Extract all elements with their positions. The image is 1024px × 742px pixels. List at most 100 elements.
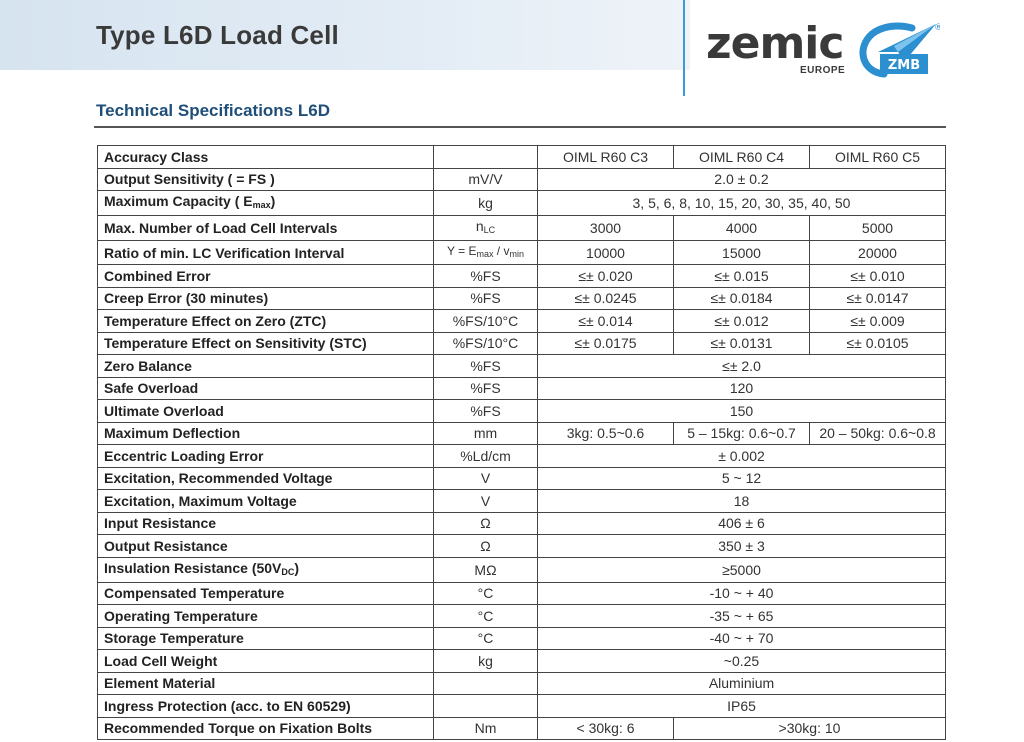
param-cell: Maximum Deflection — [97, 421, 434, 445]
accuracy-class-cell: OIML R60 C5 — [809, 145, 946, 169]
value-text: IP65 — [727, 697, 756, 714]
param-label: Ultimate Overload — [104, 402, 224, 419]
value-cell: ≤± 0.0147 — [809, 286, 946, 310]
unit-subscript: max — [476, 249, 494, 259]
param-label: Operating Temperature — [104, 607, 258, 624]
value-text: ≤± 0.015 — [714, 267, 769, 284]
unit-label: Ω — [480, 515, 491, 532]
unit-label: %FS/10°C — [452, 335, 519, 352]
value-cell: ≤± 0.0131 — [673, 331, 810, 355]
value-cell: 15000 — [673, 240, 810, 265]
unit-label: °C — [477, 630, 494, 647]
param-cell: Creep Error (30 minutes) — [97, 286, 434, 310]
param-subscript: max — [252, 200, 271, 210]
value-cell: IP65 — [537, 694, 946, 718]
value-cell: ≥5000 — [537, 556, 946, 583]
value-text: 5000 — [861, 220, 894, 236]
value-text: ≤± 0.0147 — [846, 290, 909, 307]
table-row: Element Material Aluminium — [97, 671, 946, 695]
param-label: Insulation Resistance (50V — [104, 559, 282, 576]
value-text: ≤± 0.0245 — [574, 290, 637, 307]
value-text: Aluminium — [708, 675, 775, 692]
value-text: ≤± 0.0105 — [846, 335, 909, 352]
section-divider — [94, 126, 946, 128]
spec-table-body: Accuracy Class OIML R60 C3 OIML R60 C4 OIML… — [97, 145, 946, 740]
param-label: Temperature Effect on Zero (ZTC) — [104, 312, 327, 329]
unit-cell: Ω — [433, 534, 538, 558]
value-text: 15000 — [722, 244, 761, 261]
table-row: Zero Balance %FS ≤± 2.0 — [97, 354, 946, 378]
value-text: -35 ~ + 65 — [709, 607, 774, 624]
unit-cell: °C — [433, 604, 538, 628]
param-cell: Temperature Effect on Zero (ZTC) — [97, 309, 434, 333]
unit-cell: V — [433, 489, 538, 513]
value-text: ~0.25 — [723, 652, 760, 669]
param-cell: Input Resistance — [97, 511, 434, 535]
accuracy-class-label: OIML R60 C3 — [562, 148, 649, 165]
header-divider — [683, 0, 685, 96]
unit-label: mV/V — [468, 171, 503, 188]
value-cell: 3kg: 0.5~0.6 — [537, 421, 674, 445]
param-label: Ingress Protection (acc. to EN 60529) — [104, 697, 351, 714]
table-row: Creep Error (30 minutes) %FS ≤± 0.0245 ≤± 0… — [97, 286, 946, 310]
table-row: Ratio of min. LC Verification Interval Y … — [97, 240, 946, 265]
unit-cell: %Ld/cm — [433, 444, 538, 468]
value-cell: ≤± 0.0245 — [537, 286, 674, 310]
value-text: -10 ~ + 40 — [709, 585, 774, 602]
param-label: Temperature Effect on Sensitivity (STC) — [104, 335, 367, 352]
table-row: Ultimate Overload %FS 150 — [97, 399, 946, 423]
unit-label: Y = E — [446, 244, 477, 258]
param-cell: Zero Balance — [97, 354, 434, 378]
param-label: Output Sensitivity ( = FS ) — [104, 171, 275, 188]
table-row: Safe Overload %FS 120 — [97, 376, 946, 400]
param-label: Eccentric Loading Error — [104, 447, 264, 464]
value-text: 150 — [729, 402, 754, 419]
unit-label: V — [480, 492, 491, 509]
unit-cell: %FS/10°C — [433, 331, 538, 355]
param-cell: Safe Overload — [97, 376, 434, 400]
param-cell: Ultimate Overload — [97, 399, 434, 423]
value-cell: 2.0 ± 0.2 — [537, 167, 946, 191]
param-cell: Ingress Protection (acc. to EN 60529) — [97, 694, 434, 718]
unit-cell: %FS/10°C — [433, 309, 538, 333]
page-title: Type L6D Load Cell — [96, 20, 339, 50]
table-row: Storage Temperature °C -40 ~ + 70 — [97, 626, 946, 650]
value-cell: -10 ~ + 40 — [537, 581, 946, 605]
value-cell: ≤± 0.015 — [673, 264, 810, 288]
param-cell: Element Material — [97, 671, 434, 695]
value-cell: 150 — [537, 399, 946, 423]
logo-subtitle: EUROPE — [800, 65, 846, 76]
value-text: 20000 — [858, 244, 897, 261]
value-text: 2.0 ± 0.2 — [714, 171, 769, 188]
unit-cell: kg — [433, 649, 538, 673]
table-row: Compensated Temperature °C -10 ~ + 40 — [97, 581, 946, 605]
param-cell: Insulation Resistance (50VDC) — [97, 556, 434, 583]
param-cell: Maximum Capacity ( Emax) — [97, 190, 434, 216]
param-cell: Operating Temperature — [97, 604, 434, 628]
table-row: Combined Error %FS ≤± 0.020 ≤± 0.015 ≤± 0.01… — [97, 264, 946, 288]
unit-label: Ω — [480, 537, 491, 554]
value-text: ≤± 0.010 — [850, 267, 905, 284]
value-cell: -35 ~ + 65 — [537, 604, 946, 628]
unit-cell: nLC — [433, 215, 538, 241]
section-title: Technical Specifications L6D — [96, 101, 330, 120]
table-row: Load Cell Weight kg ~0.25 — [97, 649, 946, 673]
value-text: ≤± 0.014 — [578, 312, 633, 329]
param-cell: Output Resistance — [97, 534, 434, 558]
param-label: Max. Number of Load Cell Intervals — [104, 220, 338, 236]
unit-label: n — [475, 218, 484, 234]
param-subscript: DC — [281, 566, 295, 577]
unit-cell: mV/V — [433, 167, 538, 191]
table-row: Accuracy Class OIML R60 C3 OIML R60 C4 OIML… — [97, 145, 946, 169]
value-cell: ≤± 0.0105 — [809, 331, 946, 355]
unit-cell: kg — [433, 190, 538, 216]
param-cell: Excitation, Maximum Voltage — [97, 489, 434, 513]
value-cell: ≤± 0.010 — [809, 264, 946, 288]
unit-label: %FS/10°C — [452, 312, 519, 329]
unit-subscript: LC — [483, 225, 496, 235]
svg-text:ZMB: ZMB — [888, 58, 920, 73]
value-text: 3000 — [589, 220, 622, 236]
table-row: Excitation, Maximum Voltage V 18 — [97, 489, 946, 513]
unit-label: kg — [478, 195, 493, 211]
unit-label: kg — [478, 652, 493, 669]
